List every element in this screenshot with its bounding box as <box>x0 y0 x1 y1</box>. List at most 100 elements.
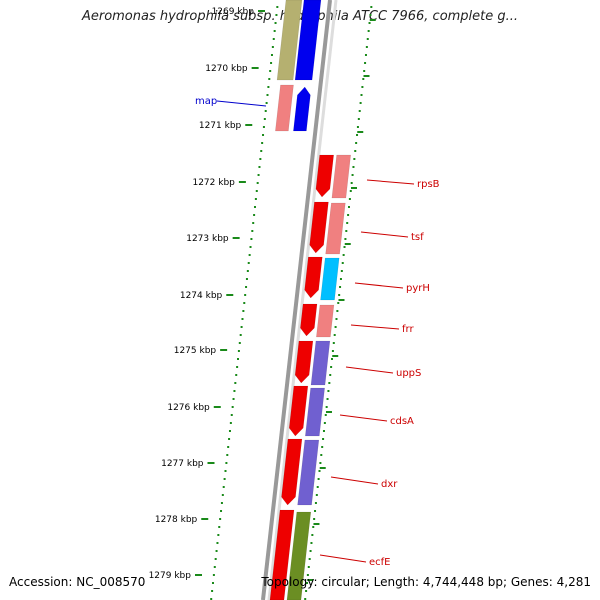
track-dot <box>315 494 318 496</box>
tick-label: 1269 kbp <box>212 7 255 17</box>
track-dot <box>367 30 370 32</box>
track-dot <box>265 102 268 104</box>
track-dot <box>211 590 214 592</box>
gene-label-tsf[interactable]: tsf <box>411 232 424 243</box>
track-dot <box>224 470 227 472</box>
track-dot <box>227 446 230 448</box>
track-dot <box>256 182 259 184</box>
track-dot <box>360 94 363 96</box>
tick-label: 1279 kbp <box>149 571 192 581</box>
track-dot <box>317 478 320 480</box>
leader-line <box>354 282 404 289</box>
track-dot <box>354 150 357 152</box>
track-dot <box>316 486 319 488</box>
track-dot <box>328 382 331 384</box>
track-dot <box>331 350 334 352</box>
track-dot <box>341 262 344 264</box>
track-dot <box>356 126 359 128</box>
track-dot <box>218 526 221 528</box>
track-dot <box>263 118 266 120</box>
gene-label-uppS[interactable]: uppS <box>396 368 421 379</box>
track-dot <box>274 22 277 24</box>
track-dot <box>254 198 257 200</box>
track-dot <box>334 326 337 328</box>
track-dot <box>243 302 246 304</box>
track-dot <box>239 334 242 336</box>
leader-line <box>345 366 394 374</box>
leader-line <box>350 324 400 330</box>
track-dot <box>213 566 216 568</box>
track-dot <box>217 534 220 536</box>
track-dot <box>222 486 225 488</box>
leader-line <box>330 476 379 485</box>
gene-feature <box>310 340 331 386</box>
track-dot <box>231 406 234 408</box>
leader-line <box>339 414 388 422</box>
track-dot <box>359 102 362 104</box>
track-dot <box>350 182 353 184</box>
tick-label: 1278 kbp <box>155 515 198 525</box>
gene-feature <box>276 0 303 81</box>
track-dot <box>272 38 275 40</box>
track-dot <box>253 214 256 216</box>
track-dot <box>355 142 358 144</box>
track-dot <box>211 582 214 584</box>
track-dot <box>314 502 317 504</box>
gene-feature <box>320 257 340 301</box>
track-dot <box>258 166 261 168</box>
track-dot <box>366 38 369 40</box>
track-dot <box>335 318 338 320</box>
track-dot <box>339 278 342 280</box>
gene-label-rpsB[interactable]: rpsB <box>417 179 440 190</box>
track-dot <box>329 374 332 376</box>
track-dot <box>338 294 341 296</box>
track-dot <box>346 222 349 224</box>
track-dot <box>268 78 271 80</box>
gene-feature <box>304 256 323 299</box>
gene-feature <box>325 202 346 255</box>
gene-label-pyrH[interactable]: pyrH <box>406 283 430 294</box>
track-dot <box>345 230 348 232</box>
gene-feature <box>294 0 322 81</box>
gene-label-map[interactable]: map <box>195 96 217 107</box>
track-dot <box>216 542 219 544</box>
track-dot <box>313 518 316 520</box>
track-dot <box>348 198 351 200</box>
track-dot <box>260 150 263 152</box>
gene-feature <box>294 340 314 384</box>
gene-feature <box>288 385 309 437</box>
track-dot <box>318 470 321 472</box>
track-dot <box>270 54 273 56</box>
track-dot <box>324 414 327 416</box>
track-dot <box>240 326 243 328</box>
gene-label-dxr[interactable]: dxr <box>381 479 398 490</box>
track-dot <box>251 230 254 232</box>
gene-feature <box>269 509 295 600</box>
gene-feature <box>275 84 294 132</box>
track-dot <box>340 270 343 272</box>
gene-label-ecfE[interactable]: ecfE <box>369 557 391 568</box>
track-dot <box>307 566 310 568</box>
track-dot <box>270 62 273 64</box>
track-dot <box>330 366 333 368</box>
dotted-track-right <box>304 6 373 600</box>
track-dot <box>271 46 274 48</box>
track-dot <box>336 310 339 312</box>
track-dot <box>310 542 313 544</box>
track-dot <box>226 454 229 456</box>
track-dot <box>326 398 329 400</box>
tick-label: 1271 kbp <box>199 121 242 131</box>
track-dot <box>234 382 237 384</box>
track-dot <box>253 206 256 208</box>
track-dot <box>311 534 314 536</box>
track-dot <box>343 246 346 248</box>
feature-layer <box>269 0 351 600</box>
track-dot <box>244 294 247 296</box>
gene-label-cdsA[interactable]: cdsA <box>390 416 414 427</box>
track-dot <box>248 254 251 256</box>
dotted-track-left <box>210 6 279 600</box>
track-dot <box>255 190 258 192</box>
gene-label-frr[interactable]: frr <box>402 324 414 335</box>
track-dot <box>214 558 217 560</box>
